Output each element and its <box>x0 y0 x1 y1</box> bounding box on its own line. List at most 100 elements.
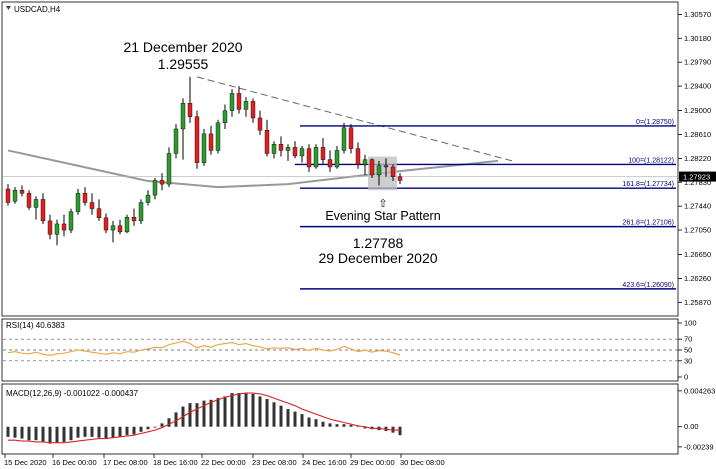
macd-histogram-bar <box>55 426 59 443</box>
candle-body <box>61 223 67 231</box>
candle-body <box>117 225 123 233</box>
candle-body <box>96 208 102 219</box>
macd-histogram-bar <box>125 426 129 436</box>
candle-body <box>138 202 144 222</box>
macd-histogram-bar <box>216 398 220 427</box>
macd-histogram-bar <box>34 426 38 441</box>
candle-body <box>40 199 46 222</box>
fib-level-label: 161.8=(1.27734) <box>622 181 674 188</box>
rsi-axis-label: 30 <box>684 356 692 365</box>
candle-body <box>208 133 214 151</box>
macd-histogram-bar <box>202 400 206 427</box>
candle-body <box>327 159 333 168</box>
price-axis: 1.30570 1.30180 1.29790 1.29400 1.29000 1.286… <box>678 10 716 307</box>
candle-body <box>257 117 263 131</box>
price-axis-label: 1.27830 <box>684 178 711 187</box>
time-axis-label: 30 Dec 08:00 <box>400 458 445 467</box>
candle-body <box>383 165 389 168</box>
price-axis-label: 1.29400 <box>684 82 711 91</box>
fib-level-label: 423.6=(1.26090) <box>622 282 674 289</box>
candle-body <box>229 93 235 111</box>
price-layer: 0=(1.28750) 100=(1.28122) 161.8=(1.27734) 2… <box>3 76 678 290</box>
time-axis-label: 15 Dec 2020 <box>4 458 47 467</box>
macd-histogram-bar <box>293 411 297 427</box>
candle-body <box>348 127 354 149</box>
macd-histogram-bar <box>13 426 17 438</box>
macd-histogram-bar <box>62 426 66 442</box>
macd-histogram-bar <box>48 426 52 444</box>
macd-histogram-bar <box>139 426 143 432</box>
candle-body <box>180 103 186 130</box>
macd-histogram-bar <box>153 426 157 428</box>
macd-histogram-bar <box>328 423 332 427</box>
macd-histogram-bar <box>97 426 101 438</box>
time-axis-label: 16 Dec 00:00 <box>52 458 97 467</box>
candle-body <box>376 165 382 176</box>
macd-histogram-bar <box>132 426 136 435</box>
macd-histogram-bar <box>321 421 325 427</box>
macd-histogram-bar <box>146 426 150 430</box>
rsi-axis-label: 100 <box>684 319 697 328</box>
macd-histogram-bar <box>174 412 178 427</box>
price-axis-label: 1.28220 <box>684 154 711 163</box>
price-axis-label: 1.27050 <box>684 226 711 235</box>
candle-body <box>26 193 32 208</box>
macd-histogram-bar <box>244 393 248 427</box>
pattern-label: Evening Star Pattern <box>325 209 440 223</box>
candle-body <box>250 101 256 119</box>
macd-histogram-bar <box>314 419 318 427</box>
macd-histogram-bar <box>167 418 171 427</box>
candle-body <box>355 148 361 165</box>
candle-body <box>110 225 116 231</box>
candle-body <box>103 217 109 231</box>
macd-histogram-bar <box>111 426 115 438</box>
candle-body <box>12 190 18 202</box>
macd-histogram-bar <box>69 426 73 441</box>
time-axis-label: 23 Dec 08:00 <box>252 458 297 467</box>
candle-body <box>292 147 298 157</box>
current-price-label: 1.27923 <box>683 173 710 182</box>
time-axis-label: 24 Dec 16:00 <box>302 458 347 467</box>
candle-body <box>131 217 137 222</box>
candle-body <box>306 148 312 168</box>
price-axis-label: 1.26650 <box>684 250 711 259</box>
candle-body <box>5 188 11 203</box>
symbol-label: USDCAD,H4 <box>14 5 61 14</box>
macd-histogram-bar <box>188 403 192 427</box>
macd-histogram-bar <box>90 426 94 437</box>
candle-body <box>271 144 277 154</box>
macd-histogram-bar <box>230 393 234 427</box>
rsi-line <box>7 340 401 356</box>
candle-body <box>334 150 340 168</box>
macd-histogram-bar <box>251 393 255 427</box>
rsi-axis-label: 0 <box>684 373 688 382</box>
macd-signal-line <box>8 392 400 444</box>
candle-body <box>264 130 270 154</box>
price-axis-label: 1.28610 <box>684 130 711 139</box>
candle-body <box>82 193 88 203</box>
candle-body <box>47 220 53 235</box>
macd-histogram-bar <box>237 393 241 427</box>
time-axis-label: 17 Dec 08:00 <box>103 458 148 467</box>
price-panel-frame <box>1 1 679 317</box>
macd-histogram-bar <box>258 396 262 427</box>
macd-histogram-bar <box>209 399 213 427</box>
time-axis-label: 22 Dec 00:00 <box>201 458 246 467</box>
dropdown-triangle-icon <box>6 6 11 10</box>
macd-histogram-bar <box>279 405 283 427</box>
candle-body <box>278 144 284 151</box>
time-axis: 15 Dec 2020 16 Dec 00:00 17 Dec 08:00 18 De… <box>4 454 445 467</box>
macd-axis-label: 0.00 <box>684 422 699 431</box>
macd-panel-frame <box>1 383 679 455</box>
current-price-tag <box>679 171 716 182</box>
price-axis-label: 1.27440 <box>684 202 711 211</box>
rsi-axis-label: 50 <box>684 346 692 355</box>
candle-body <box>68 211 74 231</box>
macd-histogram-bar <box>6 426 10 437</box>
candle-body <box>243 101 249 110</box>
candle-body <box>187 103 193 117</box>
target-value-annotation: 1.27788 <box>353 235 404 251</box>
price-axis-label: 1.29000 <box>684 106 711 115</box>
macd-histogram-bar <box>195 403 199 427</box>
